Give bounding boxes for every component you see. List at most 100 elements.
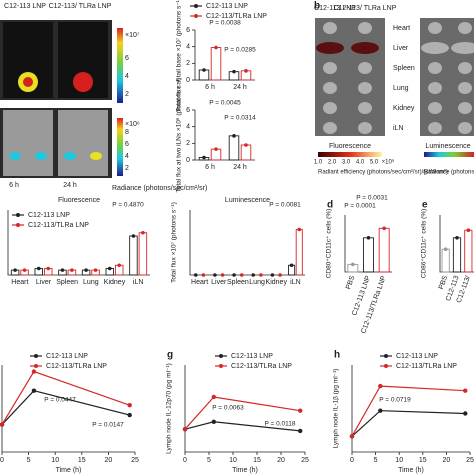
organ-label: Liver: [393, 45, 409, 52]
signal: [9, 152, 21, 160]
dot: [278, 273, 282, 277]
bar: [464, 229, 473, 273]
organ: [323, 122, 337, 134]
x-tick-label: iLN: [290, 279, 301, 286]
dot: [213, 273, 217, 277]
dot: [117, 263, 122, 268]
panel-label: h: [334, 350, 340, 361]
dot: [60, 268, 65, 272]
colorbar-tick: 3.0: [342, 160, 351, 166]
dot: [251, 273, 256, 277]
organ-label: Lung: [393, 85, 409, 92]
x-tick-label: 5: [207, 457, 211, 464]
bar: [240, 144, 252, 161]
dot: [232, 273, 236, 277]
x-tick-label: 24 h: [233, 164, 247, 171]
x-tick-label: 0: [350, 457, 354, 464]
legend-label: C12-113/TLRa LNP: [28, 222, 89, 229]
colorbar-tick: 8: [125, 129, 129, 136]
dot: [455, 236, 459, 240]
annotation: P = 0.0063: [212, 405, 244, 412]
bar: [228, 135, 240, 161]
x-tick-label: 20: [443, 457, 451, 464]
x-tick-label: 10: [229, 457, 237, 464]
colorbar-tick: 4.0: [356, 160, 365, 166]
y-axis-label: Total flux at tail base ×10⁷ (photons s⁻…: [176, 0, 183, 112]
axes: [439, 215, 474, 273]
x-tick-label: 24 h: [233, 84, 247, 91]
panel-label: b: [314, 1, 320, 12]
colorbar-tick: 4: [125, 153, 129, 160]
dot: [382, 226, 386, 231]
y-axis-label: CD80⁺CD11c⁺ cells (%): [326, 209, 333, 279]
x-tick-label: PBS: [438, 275, 449, 291]
colorbar-tick: ×10⁹: [382, 159, 395, 166]
colorbar-tick: 1.0: [314, 160, 323, 166]
organ: [458, 102, 472, 114]
dot: [239, 273, 244, 277]
dot: [244, 69, 248, 73]
x-tick-label: 0: [183, 457, 187, 464]
dot: [193, 273, 198, 277]
dot: [443, 247, 448, 251]
point: [298, 428, 303, 434]
legend-marker: [219, 364, 223, 368]
dot: [93, 268, 98, 272]
colorbar-tick: 5.0: [370, 160, 379, 166]
x-tick-label: 5: [374, 457, 378, 464]
dot: [70, 268, 74, 272]
organ: [458, 82, 472, 94]
mouse-image: [3, 110, 53, 176]
x-tick-label: 25: [301, 457, 309, 464]
colorbar-tick: 6: [125, 55, 129, 62]
axes: [7, 210, 150, 276]
point: [0, 422, 5, 427]
dot: [131, 234, 136, 238]
x-tick-label: Liver: [211, 279, 227, 286]
dot: [13, 268, 17, 272]
colorbar-tick: ×10⁶: [125, 121, 140, 128]
bar: [129, 235, 138, 276]
x-tick-label: Lung: [249, 279, 265, 286]
organ: [316, 42, 344, 54]
organ: [323, 62, 337, 74]
dot: [351, 262, 355, 267]
dot: [36, 266, 41, 271]
x-tick-label: Spleen: [227, 279, 249, 286]
x-tick-label: Heart: [191, 279, 208, 286]
colorbar: [117, 118, 123, 176]
legend-marker: [219, 354, 223, 358]
x-tick-label: 25: [466, 457, 474, 464]
legend-label: C12-113 LNP: [28, 212, 70, 219]
organ-label: iLN: [393, 125, 404, 132]
dot: [202, 155, 206, 160]
y-tick-label: 4: [186, 44, 190, 51]
dot: [84, 268, 88, 272]
y-tick-label: 0: [186, 157, 190, 164]
y-axis-label: Total flux ×10⁷ (photons s⁻¹): [171, 202, 178, 283]
time-label: 6 h: [9, 182, 19, 189]
organ: [458, 122, 472, 134]
colorbar: [117, 28, 123, 103]
x-axis-label: Time (h): [56, 467, 82, 474]
x-tick-label: 20: [277, 457, 285, 464]
organ: [358, 62, 372, 74]
panel-label: d: [327, 200, 333, 211]
mouse-image: [58, 110, 108, 176]
y-axis-label: Lymph node IL-1β (pg ml⁻¹): [333, 369, 340, 449]
axes: [351, 365, 470, 453]
point: [127, 412, 132, 418]
legend-marker: [16, 223, 20, 227]
x-tick-label: 15: [253, 457, 261, 464]
bar: [138, 232, 148, 276]
organ: [358, 22, 372, 34]
dot: [259, 273, 263, 277]
organ-label: Kidney: [393, 105, 415, 112]
organ: [428, 82, 442, 94]
organ: [428, 62, 442, 74]
dot: [232, 69, 236, 74]
signal: [64, 152, 76, 160]
annotation: P = 0.0001: [344, 203, 376, 210]
organ: [323, 102, 337, 114]
dot: [214, 45, 218, 50]
